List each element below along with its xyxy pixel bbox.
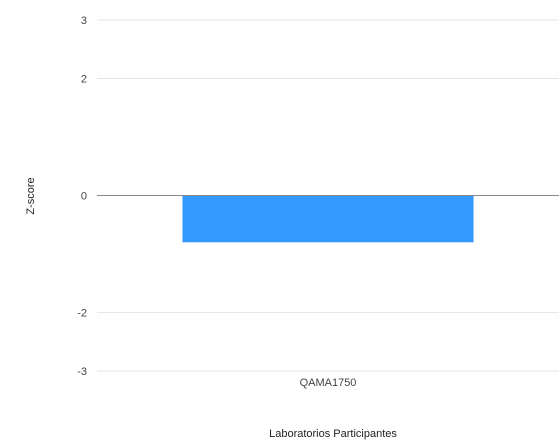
bars xyxy=(97,195,559,243)
bar[interactable] xyxy=(182,195,474,243)
y-tick-labels: 3 2 0 -2 -3 xyxy=(77,15,87,378)
y-tick-label: 3 xyxy=(81,15,87,27)
x-axis-title: Laboratorios Participantes xyxy=(269,428,397,440)
y-tick-label: 2 xyxy=(81,74,87,86)
x-tick-label: QAMA1750 xyxy=(300,377,357,389)
x-tick-labels: QAMA1750 xyxy=(300,377,357,389)
y-tick-label: 0 xyxy=(81,191,87,203)
y-axis-title: Z-score xyxy=(25,177,37,214)
y-tick-label: -2 xyxy=(77,308,87,320)
y-tick-label: -3 xyxy=(77,366,87,378)
